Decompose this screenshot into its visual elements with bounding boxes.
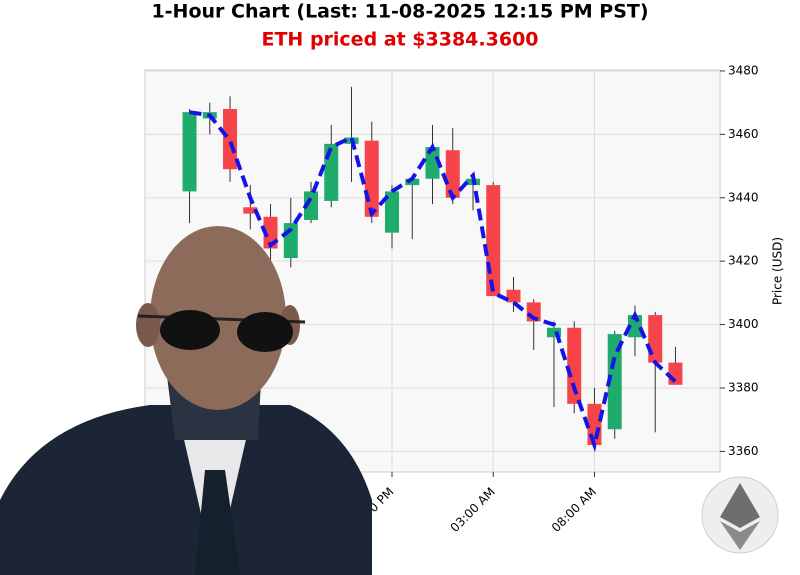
logo-bottom <box>720 521 760 550</box>
candle-body <box>385 191 400 233</box>
candle-body <box>668 362 683 385</box>
candle-body <box>445 150 460 198</box>
lens <box>237 312 293 352</box>
x-tick-label: 03:00 AM <box>448 485 498 535</box>
candle-body <box>567 327 582 404</box>
y-tick-label: 3400 <box>728 317 759 331</box>
y-tick-label: 3380 <box>728 380 759 394</box>
y-tick-label: 3360 <box>728 444 759 458</box>
avatar <box>0 226 372 575</box>
y-tick-label: 3460 <box>728 127 759 141</box>
candle-body <box>223 108 238 170</box>
candle-body <box>607 334 622 430</box>
candle-body <box>425 147 440 179</box>
chart-title: 1-Hour Chart (Last: 11-08-2025 12:15 PM … <box>151 1 648 23</box>
candle-body <box>243 207 258 214</box>
candle-body <box>486 185 501 297</box>
tie <box>195 470 240 575</box>
ear <box>136 303 160 347</box>
y-tick-label: 3420 <box>728 254 759 268</box>
suit <box>0 405 372 575</box>
candle-body <box>648 315 663 363</box>
candle-body <box>364 140 379 217</box>
candle-body <box>182 112 197 192</box>
candle-body <box>546 327 561 338</box>
y-tick-label: 3480 <box>728 63 759 77</box>
logo-top <box>720 483 760 528</box>
candle-body <box>405 178 420 186</box>
y-tick-label: 3440 <box>728 190 759 204</box>
y-axis-label: Price (USD) <box>771 237 785 305</box>
trend-line <box>189 110 677 453</box>
chart-subtitle: ETH priced at $3384.3600 <box>261 29 538 51</box>
eth-logo <box>701 476 779 554</box>
candle-body <box>304 191 319 220</box>
lens <box>160 310 220 350</box>
candle-body <box>587 403 602 446</box>
x-tick-label: 08:00 AM <box>549 485 599 535</box>
candle-body <box>506 289 521 303</box>
